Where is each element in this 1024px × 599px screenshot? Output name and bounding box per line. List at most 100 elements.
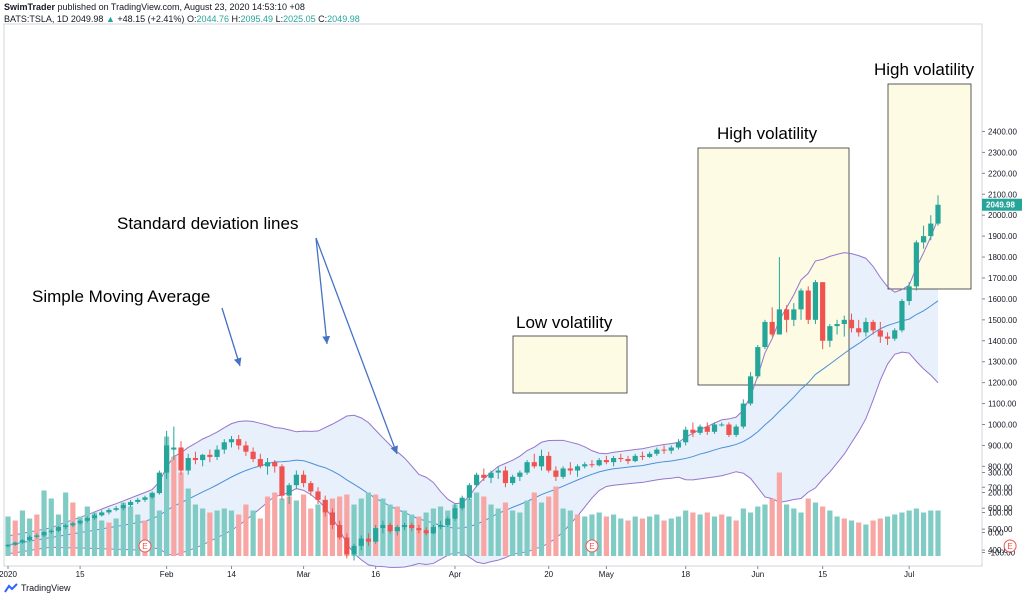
high-label: H:: [231, 14, 241, 24]
volume-bar: [935, 510, 941, 556]
price-tick-label: 1000.00: [988, 420, 1017, 429]
volume-bar: [589, 514, 595, 556]
candle-body: [286, 485, 292, 496]
candle-body: [618, 457, 624, 460]
bollinger-band-fill: [8, 218, 938, 568]
volume-bar: [279, 498, 285, 556]
candle-body: [747, 376, 754, 404]
volume-tick-label: 100.00: [988, 509, 1013, 518]
candle-body: [192, 457, 199, 461]
volume-bar: [704, 512, 710, 556]
candle-body: [437, 524, 444, 528]
volume-bar: [625, 520, 631, 556]
volume-bar: [106, 522, 112, 556]
published-text: published on TradingView.com, August 23,…: [57, 2, 305, 12]
candle-body: [149, 493, 155, 498]
candle-body: [27, 536, 33, 541]
volume-bar: [798, 512, 804, 556]
footer: TradingView: [4, 583, 71, 593]
candle-body: [19, 540, 26, 543]
candle-body: [719, 424, 725, 426]
candle-body: [610, 457, 617, 463]
volume-bar: [762, 504, 768, 556]
candle-body: [798, 290, 804, 310]
x-tick-label: 20: [544, 570, 553, 579]
candle-body: [55, 527, 62, 531]
volume-bar: [510, 510, 516, 556]
price-tick-label: 900.00: [988, 441, 1013, 450]
volume-tick-label: -100.00: [988, 549, 1016, 558]
candle-body: [351, 545, 357, 555]
open-label: O:: [186, 14, 197, 24]
candle-body: [430, 527, 436, 534]
candle-body: [560, 468, 566, 477]
candle-body: [445, 518, 451, 525]
publish-info: SwimTrader published on TradingView.com,…: [4, 2, 305, 12]
candle-body: [293, 474, 299, 486]
open-value: 2044.76: [196, 14, 230, 24]
volume-bar: [171, 456, 177, 556]
volume-bar: [120, 502, 126, 556]
candle-body: [647, 453, 653, 457]
candle-body: [784, 309, 790, 320]
high-volatility-annotation-2: High volatility: [874, 60, 975, 79]
candle-body: [538, 455, 545, 467]
candle-body: [329, 512, 336, 525]
volume-bar: [531, 492, 537, 556]
candle-body: [531, 462, 537, 467]
candle-body: [12, 542, 18, 545]
sma-annotation: Simple Moving Average: [32, 287, 210, 306]
high-volatility-box-2: [887, 83, 972, 290]
candle-body: [920, 236, 927, 243]
price-tick-label: 2400.00: [988, 127, 1017, 136]
sma-arrow: [221, 307, 242, 367]
volume-bar: [70, 502, 76, 556]
volume-bar: [841, 518, 847, 556]
candle-body: [740, 403, 746, 427]
volume-bar: [906, 510, 912, 556]
candle-body: [221, 442, 227, 450]
candle-body: [48, 530, 54, 533]
volume-bar: [719, 514, 725, 556]
candle-body: [70, 523, 76, 526]
low-value: 2025.05: [283, 14, 316, 24]
volume-bar: [661, 520, 667, 556]
x-tick-label: Apr: [449, 570, 462, 579]
candle-body: [755, 347, 761, 377]
volume-bar: [300, 494, 307, 556]
candle-body: [315, 491, 321, 500]
x-tick-label: 15: [76, 570, 85, 579]
candle-body: [668, 447, 674, 451]
volume-bar: [142, 520, 148, 556]
volume-tick-label: 0.00: [988, 529, 1004, 538]
volume-bar: [538, 502, 545, 556]
candle-body: [127, 501, 134, 506]
volume-bar: [553, 486, 559, 556]
volume-bar: [416, 516, 422, 556]
volume-bar: [12, 520, 18, 556]
plot-frame: [3, 23, 983, 567]
volume-bar: [697, 514, 703, 556]
candle-body: [661, 449, 667, 451]
volume-bar: [747, 512, 754, 556]
candle-body: [423, 530, 429, 534]
volume-bar: [784, 504, 790, 556]
sma-line: [7, 300, 939, 546]
low-label: L:: [275, 14, 284, 24]
candle-body: [106, 509, 112, 513]
volume-bar: [149, 492, 155, 556]
volume-bar: [207, 512, 213, 556]
volume-bar: [733, 520, 739, 556]
candle-body: [769, 321, 775, 335]
volume-bar: [834, 516, 840, 556]
candle-body: [459, 497, 465, 509]
candle-body: [308, 483, 314, 492]
volume-bar: [250, 510, 256, 556]
candle-body: [524, 462, 530, 473]
volume-bar: [459, 500, 465, 556]
volume-bar: [726, 516, 732, 556]
tradingview-brand: TradingView: [21, 583, 71, 593]
price-tick-label: 2000.00: [988, 211, 1017, 220]
candle-body: [322, 499, 328, 513]
